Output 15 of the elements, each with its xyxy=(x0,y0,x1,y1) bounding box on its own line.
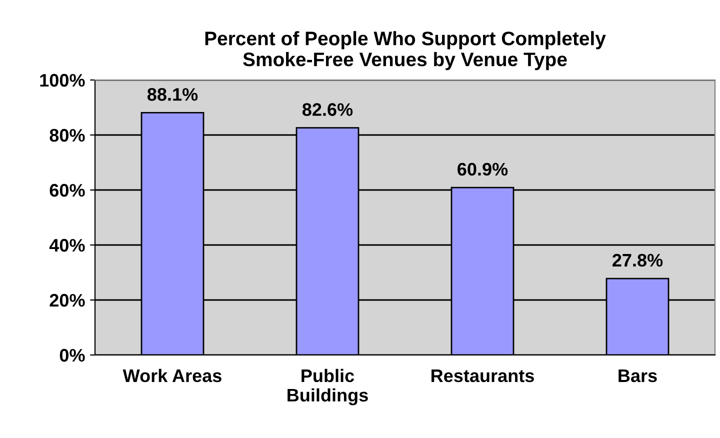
data-label: 27.8% xyxy=(612,254,663,267)
y-tick-label: 100% xyxy=(40,74,85,87)
y-tick-label: 20% xyxy=(50,294,85,307)
data-label: 88.1% xyxy=(147,88,198,101)
data-label: 60.9% xyxy=(458,162,508,176)
x-tick-label: Restaurants xyxy=(432,370,534,382)
x-tick-label: Public Buildings xyxy=(288,368,368,406)
x-tick-label: Work Areas xyxy=(122,368,222,382)
y-tick-label: 40% xyxy=(49,238,85,252)
chart-title: Percent of People Who Support Completely Smoke-Free Venues by Venue Type xyxy=(205,31,606,70)
y-tick-label: 0% xyxy=(60,348,85,362)
y-tick-label: 60% xyxy=(50,184,85,197)
y-tick-label: 80% xyxy=(50,128,85,142)
x-tick-label: Bars xyxy=(618,370,657,382)
data-label: 82.6% xyxy=(302,103,353,116)
